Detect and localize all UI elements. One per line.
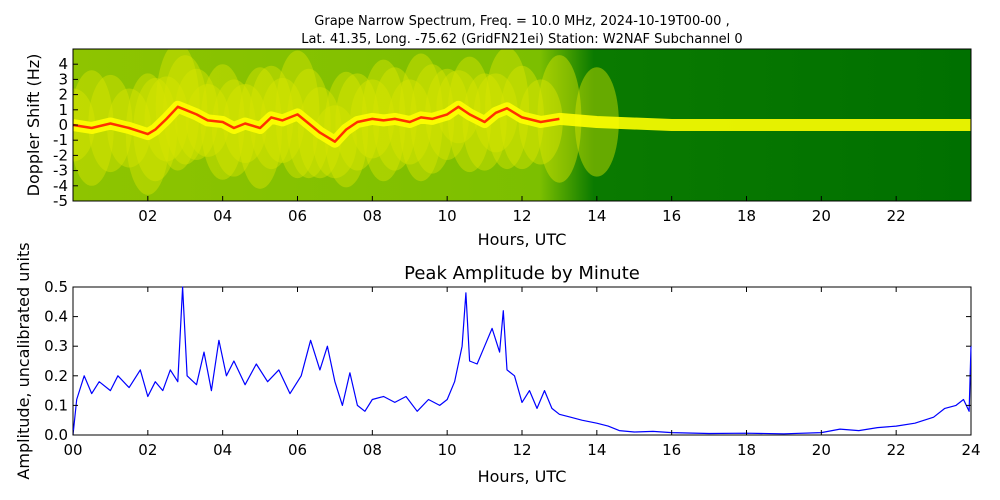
amplitude-y-ticks: 0.0 0.1 0.2 0.3 0.4 0.5 (44, 278, 971, 444)
amplitude-y-label: Amplitude, uncalibrated units (14, 242, 33, 479)
spectrogram-x-label: Hours, UTC (478, 230, 567, 249)
spectrogram-x-tick-label: 06 (288, 207, 307, 225)
amplitude-y-tick-label: 0.5 (44, 278, 68, 296)
amplitude-y-tick-label: 0.4 (44, 308, 68, 326)
spectrogram-x-tick-label: 20 (812, 207, 831, 225)
spectrogram-y-tick-label: 1 (58, 101, 68, 119)
spectrogram-doppler-trace (73, 105, 560, 143)
spectrogram-x-tick-label: 08 (363, 207, 382, 225)
amplitude-x-tick-label: 04 (213, 441, 232, 459)
spectrogram-y-tick-label: 3 (58, 70, 68, 88)
amplitude-x-ticks: 00 02 04 06 08 10 12 14 16 18 20 22 24 (63, 287, 981, 459)
amplitude-y-tick-label: 0.1 (44, 396, 68, 414)
amplitude-panel: Peak Amplitude by Minute 0.0 0.1 0.2 0.3 0.4… (14, 242, 981, 486)
amplitude-x-tick-label: 18 (737, 441, 756, 459)
spectrogram-x-tick-label: 10 (438, 207, 457, 225)
amplitude-x-tick-label: 12 (512, 441, 531, 459)
figure-title-line2: Lat. 41.35, Long. -75.62 (GridFN21ei) St… (301, 32, 742, 47)
amplitude-x-tick-label: 24 (961, 441, 980, 459)
amplitude-x-tick-label: 08 (363, 441, 382, 459)
amplitude-y-tick-label: 0.0 (44, 426, 68, 444)
figure-title-line1: Grape Narrow Spectrum, Freq. = 10.0 MHz,… (314, 14, 729, 29)
spectrogram-bright-regions (73, 49, 619, 195)
amplitude-frame (72, 286, 972, 436)
amplitude-x-tick-label: 02 (138, 441, 157, 459)
spectrogram-x-tick-label: 22 (887, 207, 906, 225)
spectrogram-x-tick-label: 04 (213, 207, 232, 225)
spectrogram-x-tick-label: 02 (138, 207, 157, 225)
amplitude-x-tick-label: 10 (438, 441, 457, 459)
spectrogram-y-tick-label: -4 (53, 177, 68, 195)
amplitude-x-tick-label: 22 (887, 441, 906, 459)
amplitude-x-tick-label: 16 (662, 441, 681, 459)
spectrogram-y-tick-label: -3 (53, 162, 68, 180)
amplitude-x-tick-label: 20 (812, 441, 831, 459)
amplitude-title: Peak Amplitude by Minute (404, 263, 640, 284)
amplitude-y-tick-label: 0.3 (44, 337, 68, 355)
amplitude-series-line (72, 286, 972, 436)
spectrogram-x-tick-label: 12 (512, 207, 531, 225)
spectrogram-y-tick-label: -5 (53, 192, 68, 210)
spectrogram-y-tick-label: 0 (58, 116, 68, 134)
spectrogram-y-tick-label: 2 (58, 86, 68, 104)
spectrogram-x-ticks: 02 04 06 08 10 12 14 16 18 20 22 (138, 196, 906, 225)
spectrogram-x-tick-label: 16 (662, 207, 681, 225)
amplitude-x-label: Hours, UTC (478, 467, 567, 486)
spectrogram-y-tick-label: -1 (53, 131, 68, 149)
spectrogram-x-tick-label: 14 (587, 207, 606, 225)
spectrogram-image (73, 49, 971, 201)
spectrogram-x-tick-label: 18 (737, 207, 756, 225)
amplitude-x-tick-label: 14 (587, 441, 606, 459)
spectrogram-y-tick-label: 4 (58, 55, 68, 73)
spectrogram-y-label: Doppler Shift (Hz) (24, 54, 43, 197)
amplitude-x-tick-label: 00 (63, 441, 82, 459)
amplitude-y-tick-label: 0.2 (44, 367, 68, 385)
amplitude-x-tick-label: 06 (288, 441, 307, 459)
spectrogram-y-tick-label: -2 (53, 146, 68, 164)
